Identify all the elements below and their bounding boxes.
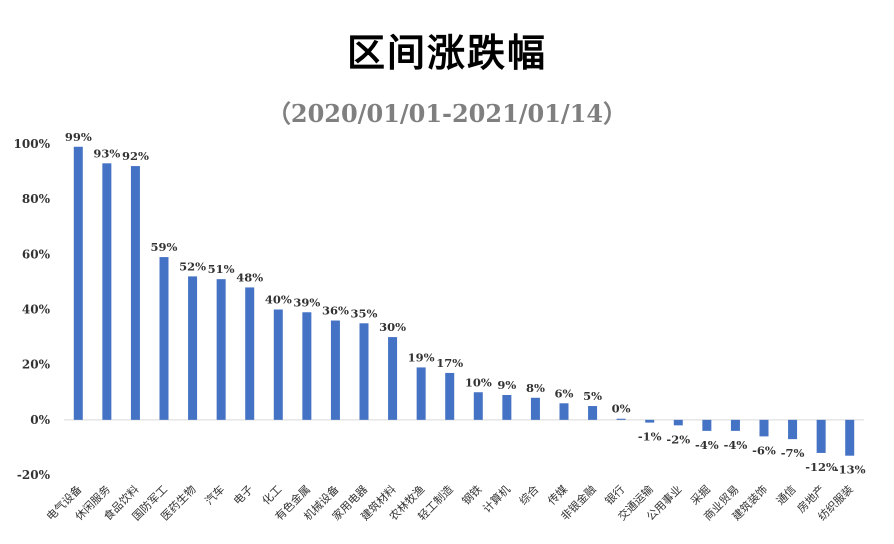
bar: [388, 337, 398, 420]
bar: [702, 419, 712, 431]
data-label: -4%: [695, 438, 719, 452]
bar-series: [73, 146, 855, 456]
bar: [473, 392, 483, 420]
bar: [616, 418, 626, 420]
bar: [245, 287, 255, 420]
x-tick-label: 通信: [774, 483, 799, 508]
bar: [330, 320, 340, 420]
data-label: -2%: [666, 432, 690, 446]
bar: [102, 163, 112, 420]
data-label: -12%: [805, 460, 837, 474]
bar: [730, 419, 740, 431]
bar: [416, 367, 426, 420]
x-tick-label: 汽车: [202, 482, 227, 507]
data-label: 92%: [122, 149, 149, 163]
data-label: 10%: [465, 375, 492, 389]
data-label: -7%: [781, 446, 805, 460]
x-tick-label: 化工: [259, 482, 284, 507]
bar: [788, 419, 798, 440]
bar: [159, 257, 169, 420]
data-label: -13%: [834, 463, 866, 477]
data-label: -1%: [638, 430, 662, 444]
data-label: 8%: [526, 381, 545, 395]
data-label: 17%: [436, 356, 463, 370]
x-tick-label: 传媒: [545, 483, 570, 508]
data-label: 51%: [208, 262, 235, 276]
y-tick-label: -20%: [17, 468, 51, 482]
bar: [502, 395, 512, 420]
x-tick-label: 计算机: [480, 482, 513, 515]
bar: [216, 279, 226, 420]
bar: [559, 403, 569, 420]
data-label: 39%: [293, 295, 320, 309]
bar: [673, 419, 683, 426]
data-label: 5%: [583, 389, 602, 403]
chart-title: 区间涨跌幅: [346, 31, 547, 75]
bar: [302, 312, 312, 420]
x-tick-label: 钢铁: [460, 483, 485, 508]
data-label: 48%: [236, 270, 263, 284]
y-axis: -20% 0% 20% 40% 60% 80% 100%: [14, 137, 51, 482]
bar: [130, 166, 140, 420]
bar: [645, 419, 655, 423]
data-label: 99%: [65, 130, 92, 144]
bar: [759, 419, 769, 437]
y-tick-label: 80%: [22, 192, 51, 206]
data-label: 6%: [555, 386, 574, 400]
data-label: 40%: [265, 293, 292, 307]
data-label: 19%: [408, 350, 435, 364]
data-label: 35%: [351, 306, 378, 320]
bar: [845, 419, 855, 456]
data-label: -4%: [724, 438, 748, 452]
data-label: 36%: [322, 304, 349, 318]
y-tick-label: 100%: [14, 137, 51, 151]
y-tick-label: 0%: [30, 413, 50, 427]
data-label: 9%: [497, 378, 516, 392]
data-label: 93%: [93, 146, 120, 160]
bar: [273, 309, 283, 420]
data-label: 52%: [179, 259, 206, 273]
data-label: 59%: [151, 240, 178, 254]
bar: [816, 419, 826, 453]
x-tick-label: 综合: [516, 482, 541, 507]
chart-subtitle: （2020/01/01-2021/01/14）: [266, 99, 628, 128]
bar: [73, 146, 83, 420]
data-labels: 99%93% 92%59%52% 51%48%40% 39%36% 35%30%19% 1…: [65, 130, 866, 477]
x-tick-label: 电子: [231, 483, 256, 508]
data-label: 30%: [379, 320, 406, 334]
y-tick-label: 20%: [22, 358, 51, 372]
bar: [188, 276, 198, 420]
data-label: -6%: [752, 443, 776, 457]
x-tick-label: 银行: [602, 482, 627, 507]
y-tick-label: 60%: [22, 247, 51, 261]
bar: [445, 372, 455, 420]
x-tick-label: 采掘: [688, 482, 713, 507]
bar: [588, 406, 598, 420]
y-tick-label: 40%: [22, 303, 51, 317]
bar: [530, 397, 540, 420]
bar: [359, 323, 369, 420]
data-label: 0%: [612, 402, 631, 416]
